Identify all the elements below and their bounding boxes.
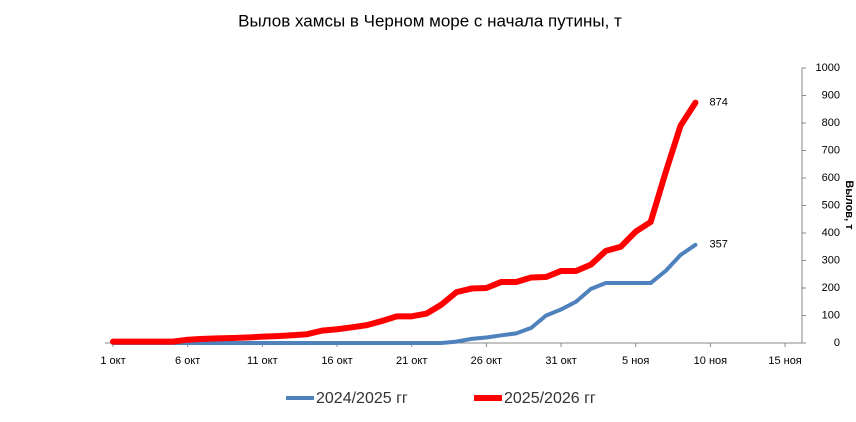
x-tick-label: 11 окт xyxy=(247,355,278,367)
series-line xyxy=(111,242,698,345)
x-tick-label: 5 ноя xyxy=(622,355,649,367)
legend-label: 2025/2026 гг xyxy=(504,390,596,407)
x-tick-label: 10 ноя xyxy=(694,355,727,367)
x-tick-label: 21 окт xyxy=(396,355,427,367)
y-tick-label: 900 xyxy=(822,89,840,101)
legend-label: 2024/2025 гг xyxy=(316,390,408,407)
chart-title: Вылов хамсы в Черном море с начала путин… xyxy=(238,11,622,30)
x-tick-label: 15 ноя xyxy=(768,355,801,367)
y-tick-label: 1000 xyxy=(816,62,840,74)
series-line xyxy=(110,99,699,345)
y-tick-label: 100 xyxy=(822,309,840,321)
y-tick-label: 0 xyxy=(834,337,840,349)
y-tick-label: 300 xyxy=(822,254,840,266)
y-tick-label: 700 xyxy=(822,144,840,156)
x-tick-label: 16 окт xyxy=(321,355,352,367)
y-tick-label: 500 xyxy=(822,199,840,211)
data-label: 874 xyxy=(709,97,727,109)
y-tick-label: 400 xyxy=(822,227,840,239)
y-tick-label: 800 xyxy=(822,117,840,129)
y-tick-label: 200 xyxy=(822,282,840,294)
x-tick-label: 6 окт xyxy=(175,355,200,367)
y-axis-title: Вылов, т xyxy=(843,180,855,230)
x-tick-label: 1 окт xyxy=(100,355,125,367)
x-tick-label: 31 окт xyxy=(545,355,576,367)
y-tick-label: 600 xyxy=(822,172,840,184)
x-tick-label: 26 окт xyxy=(471,355,502,367)
data-label: 357 xyxy=(709,239,727,251)
